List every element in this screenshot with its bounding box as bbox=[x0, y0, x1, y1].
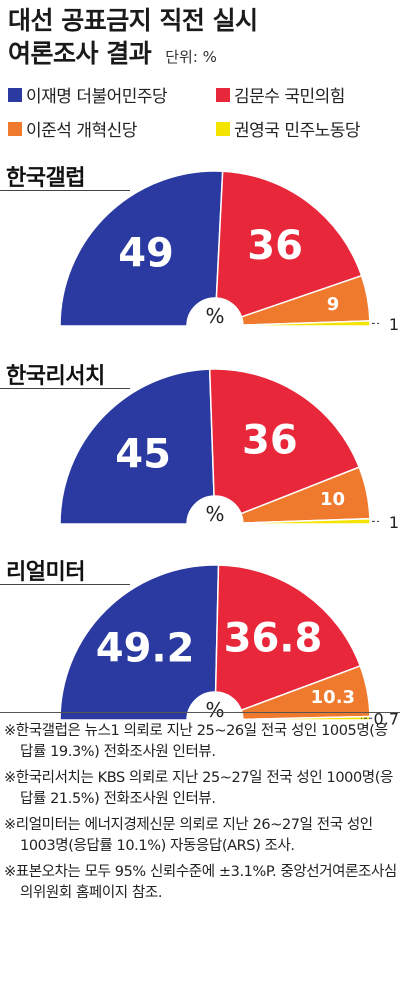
data-label-lee-jaemyung: 49.2 bbox=[96, 625, 195, 671]
legend-swatch bbox=[216, 121, 230, 136]
legend-item-kim-moonsoo: 김문수 국민의힘 bbox=[216, 82, 345, 107]
data-label-lee-jaemyung: 49 bbox=[118, 231, 174, 277]
slice-lee-jaemyung bbox=[59, 564, 220, 721]
semicircle-chart-realmeter: 49.2 36.8 10.3 0.7% bbox=[59, 564, 399, 729]
slice-kwon-youngkook bbox=[242, 715, 371, 721]
legend-item-kwon-youngkook: 권영국 민주노동당 bbox=[216, 116, 361, 141]
note-gallup: ※한국갤럽은 뉴스1 의뢰로 지난 25~26일 전국 성인 1005명(응답률… bbox=[4, 723, 388, 760]
chart-title: 대선 공표금지 직전 실시 여론조사 결과 단위: % bbox=[8, 4, 258, 74]
slice-kim-moonsoo bbox=[208, 368, 361, 515]
slice-lee-jaemyung bbox=[59, 368, 215, 525]
data-label-lee-junseok: 10.3 bbox=[311, 687, 355, 708]
slice-kwon-youngkook bbox=[242, 517, 371, 525]
data-label-lee-junseok: 10 bbox=[320, 489, 345, 510]
chart-hankook-research: 한국리서치 45 36 10 1% bbox=[0, 358, 400, 548]
chart-label-rule bbox=[0, 388, 130, 389]
legend-label: 권영국 민주노동당 bbox=[234, 121, 361, 141]
slice-kim-moonsoo bbox=[215, 170, 363, 318]
data-label-kwon-youngkook: 1 bbox=[389, 513, 399, 532]
note-realmeter: ※리얼미터는 에너지경제신문 의뢰로 지난 26~27일 전국 성인 1003명… bbox=[4, 817, 373, 854]
center-percent-label: % bbox=[205, 304, 224, 328]
center-percent-label: % bbox=[205, 698, 224, 722]
chart-gallup: 한국갤럽 49 36 9 1% bbox=[0, 160, 400, 350]
legend-swatch bbox=[8, 121, 22, 136]
chart-label-rule bbox=[0, 190, 130, 191]
chart-label-hankook-research: 한국리서치 bbox=[6, 364, 105, 389]
semicircle-chart-gallup: 49 36 9 1% bbox=[59, 170, 399, 334]
title-line2: 여론조사 결과 bbox=[8, 39, 152, 68]
center-percent-label: % bbox=[205, 502, 224, 526]
data-label-kim-moonsoo: 36 bbox=[242, 417, 298, 463]
data-label-kwon-youngkook: 1 bbox=[389, 315, 399, 334]
slice-lee-jaemyung bbox=[59, 170, 224, 327]
legend-item-lee-junseok: 이준석 개혁신당 bbox=[8, 116, 137, 141]
legend-item-lee-jaemyung: 이재명 더불어민주당 bbox=[8, 82, 168, 107]
title-line1: 대선 공표금지 직전 실시 bbox=[8, 6, 258, 35]
chart-label-realmeter: 리얼미터 bbox=[6, 560, 85, 585]
note-hankook-research: ※한국리서치는 KBS 의뢰로 지난 25~27일 전국 성인 1000명(응답… bbox=[4, 770, 393, 807]
slice-kwon-youngkook bbox=[242, 320, 371, 327]
chart-realmeter: 리얼미터 49.2 36.8 10.3 0.7% bbox=[0, 554, 400, 744]
unit-label: 단위: % bbox=[165, 48, 217, 66]
legend-swatch bbox=[216, 87, 230, 102]
chart-label-gallup: 한국갤럽 bbox=[6, 166, 85, 191]
notes: ※한국갤럽은 뉴스1 의뢰로 지난 25~26일 전국 성인 1005명(응답률… bbox=[0, 712, 400, 909]
legend-label: 김문수 국민의힘 bbox=[234, 87, 345, 107]
data-label-lee-jaemyung: 45 bbox=[115, 432, 171, 478]
slice-kim-moonsoo bbox=[214, 564, 362, 712]
data-label-kwon-youngkook: 0.7 bbox=[374, 710, 399, 729]
legend-label: 이재명 더불어민주당 bbox=[26, 87, 168, 107]
semicircle-chart-hankook-research: 45 36 10 1% bbox=[59, 368, 399, 532]
chart-label-rule bbox=[0, 584, 130, 585]
data-label-lee-junseok: 9 bbox=[327, 294, 340, 315]
legend-label: 이준석 개혁신당 bbox=[26, 121, 137, 141]
data-label-kim-moonsoo: 36 bbox=[247, 223, 303, 269]
note-margin-of-error: ※표본오차는 모두 95% 신뢰수준에 ±3.1%P. 중앙선거여론조사심의위원… bbox=[4, 864, 397, 901]
data-label-kim-moonsoo: 36.8 bbox=[224, 616, 323, 662]
legend-swatch bbox=[8, 87, 22, 102]
